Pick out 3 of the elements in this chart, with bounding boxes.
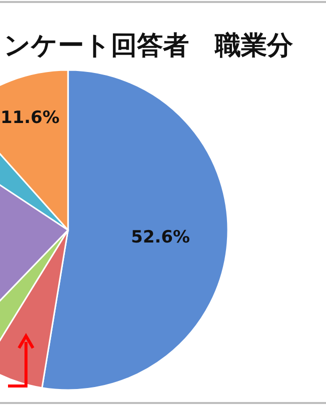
data-label: 52.6% xyxy=(131,228,190,248)
data-label: 11.6% xyxy=(0,108,60,128)
chart-title: ンケート回答者 職業分 xyxy=(4,31,294,61)
